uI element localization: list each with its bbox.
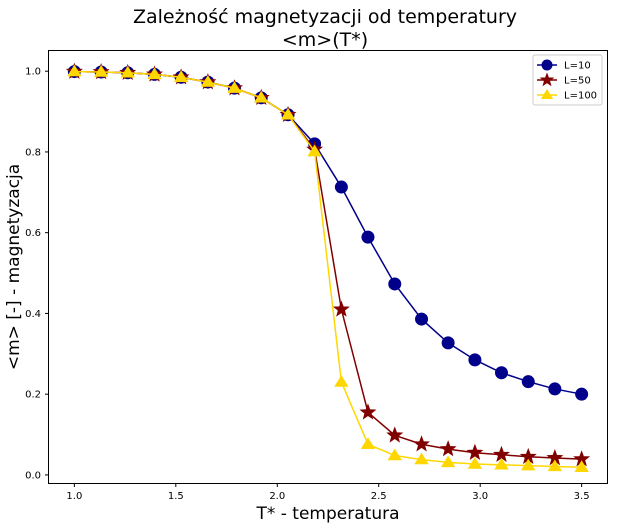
data-point-l100 [307,144,322,157]
data-point-l10 [361,230,375,244]
x-tick-label: 3.5 [574,491,590,502]
data-point-l100 [227,81,242,93]
data-point-l100 [334,375,349,387]
legend-item-l100: L=100 [537,89,597,102]
data-point-l50 [386,426,404,443]
plot-area-frame [48,50,608,484]
data-point-l100 [254,90,269,103]
data-point-l100 [547,459,563,472]
x-axis: 1.0 1.5 2.0 2.5 3.0 3.5 [66,483,590,502]
data-point-l100 [173,70,189,82]
data-point-l10 [494,366,508,380]
data-point-l10 [521,375,535,389]
legend-label: L=10 [564,61,591,72]
data-point-l100 [120,65,135,78]
data-point-l10 [415,312,429,326]
x-tick-label: 2.5 [371,491,387,502]
x-tick-label: 2.0 [269,491,285,502]
y-axis-label: <m> [-] - magnetyzacja [4,164,24,370]
series-l100 [67,64,589,472]
data-point-l50 [413,435,431,452]
y-tick-label: 0.8 [25,147,41,158]
data-point-l50 [466,443,484,460]
data-point-l100 [414,452,429,465]
data-point-l100 [574,460,589,472]
y-tick-label: 0.6 [25,228,41,239]
data-point-l100 [440,455,456,468]
y-tick-label: 0.4 [25,309,41,320]
data-point-l100 [280,107,296,120]
data-point-l10 [334,180,348,194]
data-point-l10 [388,277,402,291]
data-point-l50 [332,300,350,317]
x-tick-label: 1.0 [66,491,82,502]
x-axis-label: T* - temperatura [255,504,399,524]
legend: L=10 L=50 L=100 [532,54,603,106]
data-point-l50 [439,440,457,457]
data-point-l100 [360,437,376,449]
data-point-l100 [387,448,402,461]
y-tick-label: 0.0 [25,470,41,481]
series-line-l100 [74,70,582,468]
legend-marker [541,59,553,71]
legend-label: L=100 [564,91,597,102]
data-point-l100 [67,64,82,77]
data-point-l100 [147,67,162,80]
chart-subtitle: <m>(T*) [282,29,368,51]
data-point-l50 [359,403,377,420]
y-tick-label: 1.0 [25,67,41,78]
x-tick-label: 1.5 [168,491,184,502]
legend-label: L=50 [564,76,591,87]
legend-marker [540,89,554,99]
data-point-l100 [521,458,536,471]
legend-marker [539,72,555,87]
legend-item-l10: L=10 [537,59,591,72]
series-layer [65,62,591,472]
data-point-l10 [548,382,562,396]
data-point-l100 [200,75,216,87]
chart-title: Zależność magnetyzacji od temperatury [133,6,517,28]
data-point-l10 [468,353,482,367]
data-point-l10 [441,336,455,350]
y-tick-label: 0.2 [25,390,41,401]
x-tick-label: 3.0 [472,491,488,502]
data-point-l100 [467,457,483,469]
data-point-l100 [93,65,109,77]
data-point-l10 [575,387,589,401]
data-point-l100 [494,457,509,470]
legend-item-l50: L=50 [537,72,591,87]
y-axis: 0.0 0.2 0.4 0.6 0.8 1.0 [25,67,49,481]
